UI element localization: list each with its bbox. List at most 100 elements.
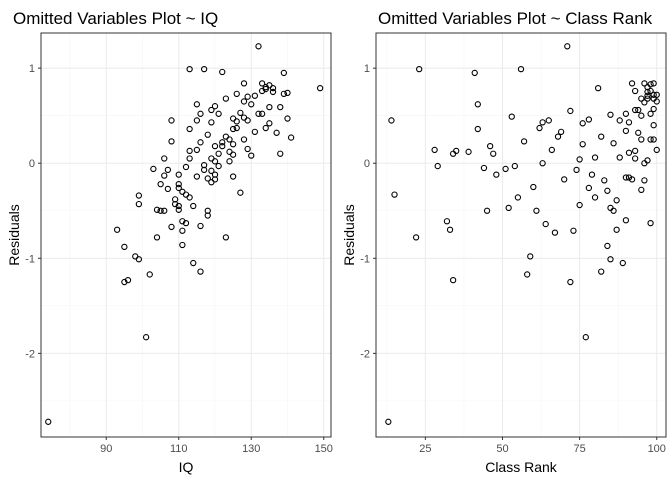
chart-1-data-point — [204, 131, 211, 138]
chart-2-data-point — [653, 146, 660, 154]
chart-1-data-point — [186, 65, 193, 73]
chart-1-data-point — [222, 234, 230, 241]
chart-2-data-point — [465, 148, 472, 155]
chart-2-data-point — [607, 111, 614, 118]
chart-1-data-point — [135, 256, 143, 263]
chart-2-data-point — [616, 117, 623, 124]
chart-2-data-point — [607, 256, 614, 263]
chart-2-data-point — [631, 155, 639, 162]
chart-2-data-point — [573, 166, 580, 174]
chart-1-x-tick-label: 90 — [100, 443, 112, 455]
chart-2-data-point — [598, 268, 605, 275]
chart-1-data-point — [215, 110, 222, 117]
chart-2-title: Omitted Variables Plot ~ Class Rank — [378, 9, 653, 28]
chart-1-data-point — [240, 136, 248, 143]
chart-2-x-tick-label: 50 — [496, 443, 508, 455]
chart-1-data-point — [175, 180, 182, 188]
chart-2-data-point — [631, 147, 639, 155]
chart-2-data-point — [610, 207, 617, 214]
chart-1-x-axis-title: IQ — [179, 459, 194, 475]
chart-1-data-point — [45, 418, 52, 425]
chart-1-data-point — [168, 117, 175, 124]
chart-1-data-point — [200, 166, 208, 174]
chart-1-data-point — [208, 119, 215, 126]
chart-2-data-point — [628, 80, 636, 87]
chart-2-data-point — [480, 164, 488, 172]
chart-1-data-point — [193, 101, 201, 108]
chart-1-data-point — [255, 110, 262, 117]
chart-2-data-point — [446, 226, 454, 233]
chart-2-x-tick-label: 25 — [419, 443, 431, 455]
chart-2-data-point — [644, 95, 651, 102]
chart-1-data-point — [135, 192, 143, 199]
chart-2-data-point — [564, 43, 571, 50]
chart-2-data-point — [598, 133, 605, 140]
chart-2-data-point — [631, 87, 639, 95]
chart-2-data-point — [486, 142, 494, 150]
chart-1-data-point — [153, 206, 161, 213]
chart-2-data-point — [641, 99, 648, 106]
chart-1-data-point — [266, 120, 273, 127]
chart-1-data-point — [229, 173, 237, 180]
chart-1-data-point — [211, 103, 219, 110]
chart-1-data-point — [157, 180, 164, 188]
chart-2-data-point — [638, 136, 645, 143]
chart-2-data-point — [431, 146, 438, 154]
chart-1-data-point — [273, 129, 280, 136]
chart-2-data-point — [567, 107, 574, 115]
chart-1-data-point — [135, 200, 143, 208]
chart-1-data-point — [248, 152, 255, 159]
chart-1-data-point — [237, 189, 244, 196]
chart-1-data-point — [244, 145, 251, 153]
chart-2-data-point — [613, 197, 620, 204]
chart-1-data-point — [171, 196, 179, 203]
chart-1-data-point — [200, 65, 208, 73]
chart-2-data-point — [453, 147, 460, 155]
chart-1-data-point — [316, 84, 324, 92]
chart-1-data-point — [197, 139, 204, 146]
chart-2-data-point — [388, 117, 395, 124]
chart-2-x-tick-label: 100 — [648, 443, 666, 455]
chart-2-data-point — [554, 133, 562, 140]
chart-1-data-point — [204, 175, 211, 182]
chart-2-data-point — [647, 110, 654, 117]
chart-2-data-point — [502, 165, 509, 173]
chart-1-data-point — [244, 93, 251, 100]
chart-1-data-point — [248, 101, 255, 108]
chart-1-data-point — [229, 141, 237, 148]
chart-2-data-point — [647, 219, 654, 227]
chart-2-data-point — [539, 160, 546, 167]
chart-2-data-point — [391, 191, 398, 198]
chart-1-data-point — [222, 95, 230, 102]
chart-2-data-point — [474, 125, 481, 133]
chart-2-data-point — [601, 177, 608, 184]
chart-1-data-point — [229, 125, 237, 133]
chart-2-data-point — [588, 171, 596, 178]
chart-1-data-point — [168, 138, 175, 145]
chart-1-data-point — [219, 142, 226, 150]
chart-1-y-tick-label: 0 — [29, 158, 35, 170]
chart-2-data-point — [622, 110, 630, 117]
chart-1-data-point — [157, 207, 164, 214]
chart-2-data-point — [545, 117, 552, 124]
chart-1-data-point — [269, 88, 277, 96]
chart-2-data-point — [638, 95, 645, 102]
chart-1-data-point — [124, 277, 132, 284]
chart-1-data-point — [244, 117, 251, 124]
chart-2-data-point — [527, 253, 534, 260]
chart-2-data-point — [653, 98, 660, 105]
chart-1-panel-border — [40, 32, 332, 438]
chart-2-data-point — [594, 84, 602, 92]
chart-2-plot-background — [376, 33, 666, 437]
chart-2-data-point — [650, 122, 657, 129]
chart-2-data-point — [416, 65, 423, 73]
chart-2-data-point — [625, 174, 633, 181]
chart-2-data-point — [443, 218, 451, 225]
chart-1-data-point — [182, 163, 190, 171]
chart-1-data-point — [186, 155, 193, 162]
chart-2-data-point — [557, 128, 565, 136]
chart-2-data-point — [650, 80, 657, 87]
chart-2-data-point — [533, 207, 540, 214]
chart-1-y-tick-label: 1 — [29, 63, 35, 75]
